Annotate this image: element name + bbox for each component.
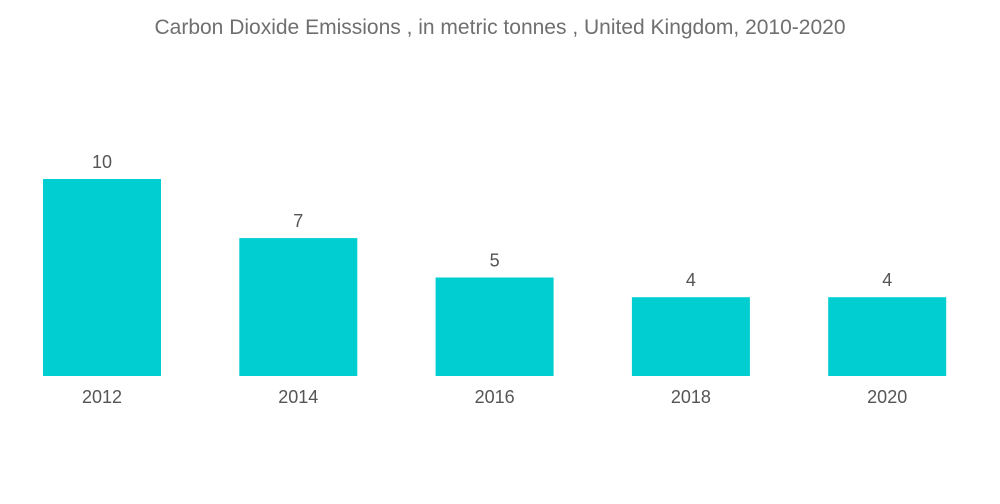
bar-2018 <box>631 297 750 376</box>
x-tick-label-2012: 2012 <box>82 387 122 407</box>
data-label-2012: 10 <box>92 152 112 172</box>
data-label-2018: 4 <box>686 270 696 290</box>
x-tick-label-2016: 2016 <box>475 387 515 407</box>
bar-2020 <box>828 297 947 376</box>
bar-2012 <box>43 179 161 376</box>
bar-2014 <box>239 238 358 376</box>
bar-2016 <box>435 277 554 376</box>
x-tick-label-2020: 2020 <box>867 387 907 407</box>
x-tick-label-2014: 2014 <box>278 387 318 407</box>
data-label-2016: 5 <box>490 251 500 271</box>
chart-title: Carbon Dioxide Emissions , in metric ton… <box>154 16 846 39</box>
x-tick-label-2018: 2018 <box>671 387 711 407</box>
data-label-2020: 4 <box>882 270 892 290</box>
data-label-2014: 7 <box>293 211 303 231</box>
